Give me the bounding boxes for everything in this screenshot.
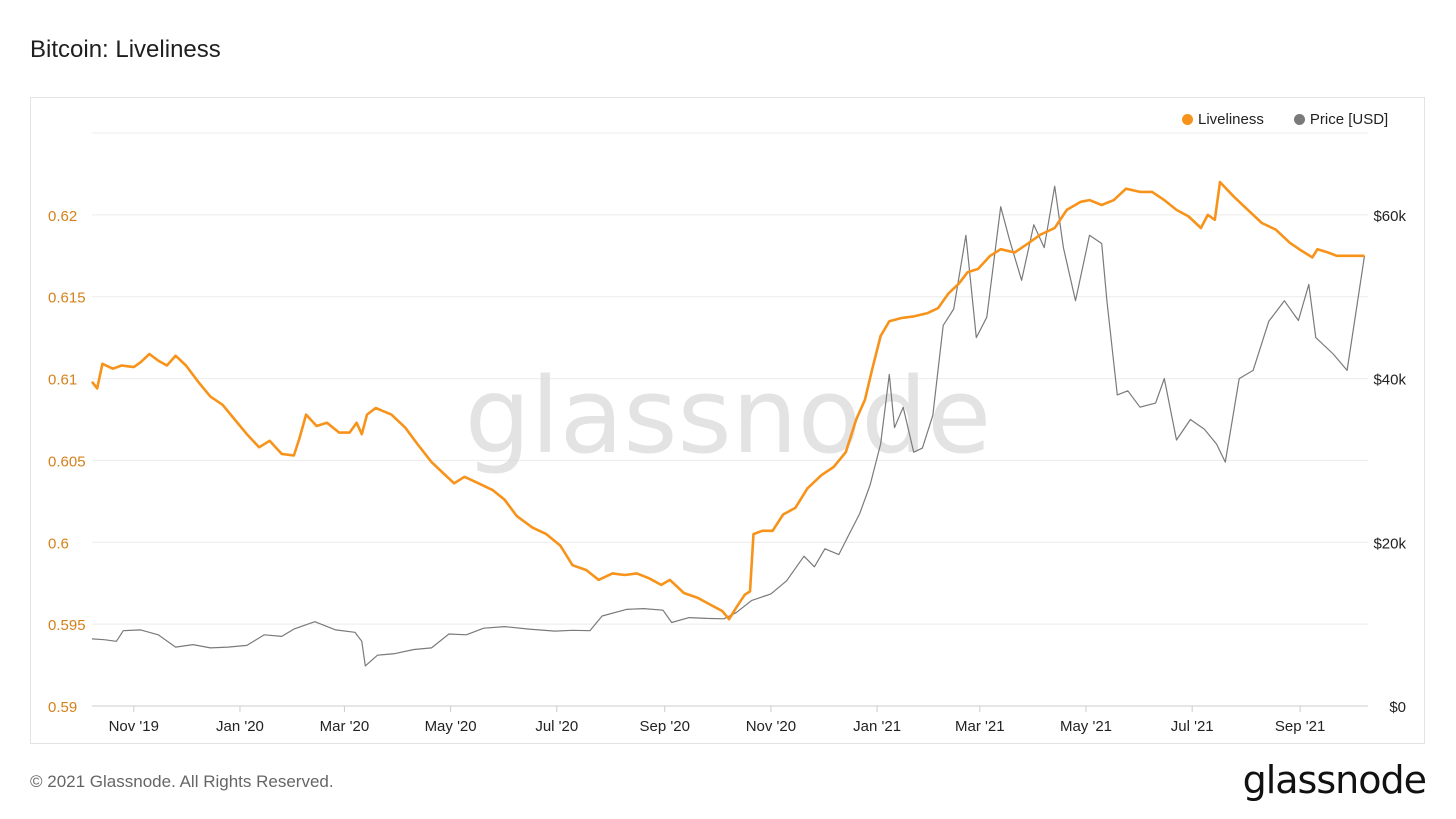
legend-label-liveliness[interactable]: Liveliness <box>1198 111 1264 128</box>
x-tick-label: Nov '20 <box>746 718 796 735</box>
liveliness-line <box>90 180 1365 621</box>
x-tick-label: Jul '21 <box>1171 718 1214 735</box>
left-tick-label: 0.62 <box>48 208 77 225</box>
left-tick-label: 0.6 <box>48 535 69 552</box>
grid-lines <box>92 132 1368 707</box>
x-tick-label: Mar '20 <box>320 718 370 735</box>
left-tick-label: 0.61 <box>48 372 77 389</box>
copyright-footer: © 2021 Glassnode. All Rights Reserved. <box>30 772 334 791</box>
brand-logo: glassnode <box>1242 758 1427 802</box>
left-axis-ticks: 0.59 0.595 0.6 0.605 0.61 0.615 0.62 <box>48 208 86 716</box>
right-axis-ticks: $0 $20k $40k $60k <box>1373 208 1406 716</box>
right-tick-label: $0 <box>1389 699 1406 716</box>
right-tick-label: $60k <box>1373 208 1406 225</box>
left-tick-label: 0.605 <box>48 453 86 470</box>
x-tick-label: Mar '21 <box>955 718 1005 735</box>
left-tick-label: 0.615 <box>48 290 86 307</box>
series-layer <box>90 180 1366 667</box>
x-tick-label: Jul '20 <box>535 718 578 735</box>
legend: Liveliness Price [USD] <box>1182 111 1388 128</box>
x-tick-label: Jan '21 <box>853 718 901 735</box>
legend-dot-price <box>1293 114 1305 125</box>
price-line <box>91 185 1366 667</box>
x-tick-label: May '21 <box>1060 718 1112 735</box>
watermark-text: glassnode <box>465 355 992 477</box>
right-tick-label: $20k <box>1373 535 1406 552</box>
x-tick-label: Jan '20 <box>216 718 264 735</box>
x-tick-label: Sep '20 <box>640 718 690 735</box>
legend-dot-liveliness <box>1182 114 1193 125</box>
x-tick-label: Sep '21 <box>1275 718 1325 735</box>
left-tick-label: 0.59 <box>48 699 77 716</box>
chart-frame <box>30 97 1425 744</box>
x-axis-ticks: Nov '19 Jan '20 Mar '20 May '20 Jul '20 Sep '… <box>109 706 1325 735</box>
page-title: Bitcoin: Liveliness <box>30 36 221 63</box>
x-tick-label: Nov '19 <box>109 718 159 735</box>
legend-label-price[interactable]: Price [USD] <box>1309 111 1389 128</box>
left-tick-label: 0.595 <box>48 617 86 634</box>
x-tick-label: May '20 <box>425 718 477 735</box>
right-tick-label: $40k <box>1373 372 1406 389</box>
